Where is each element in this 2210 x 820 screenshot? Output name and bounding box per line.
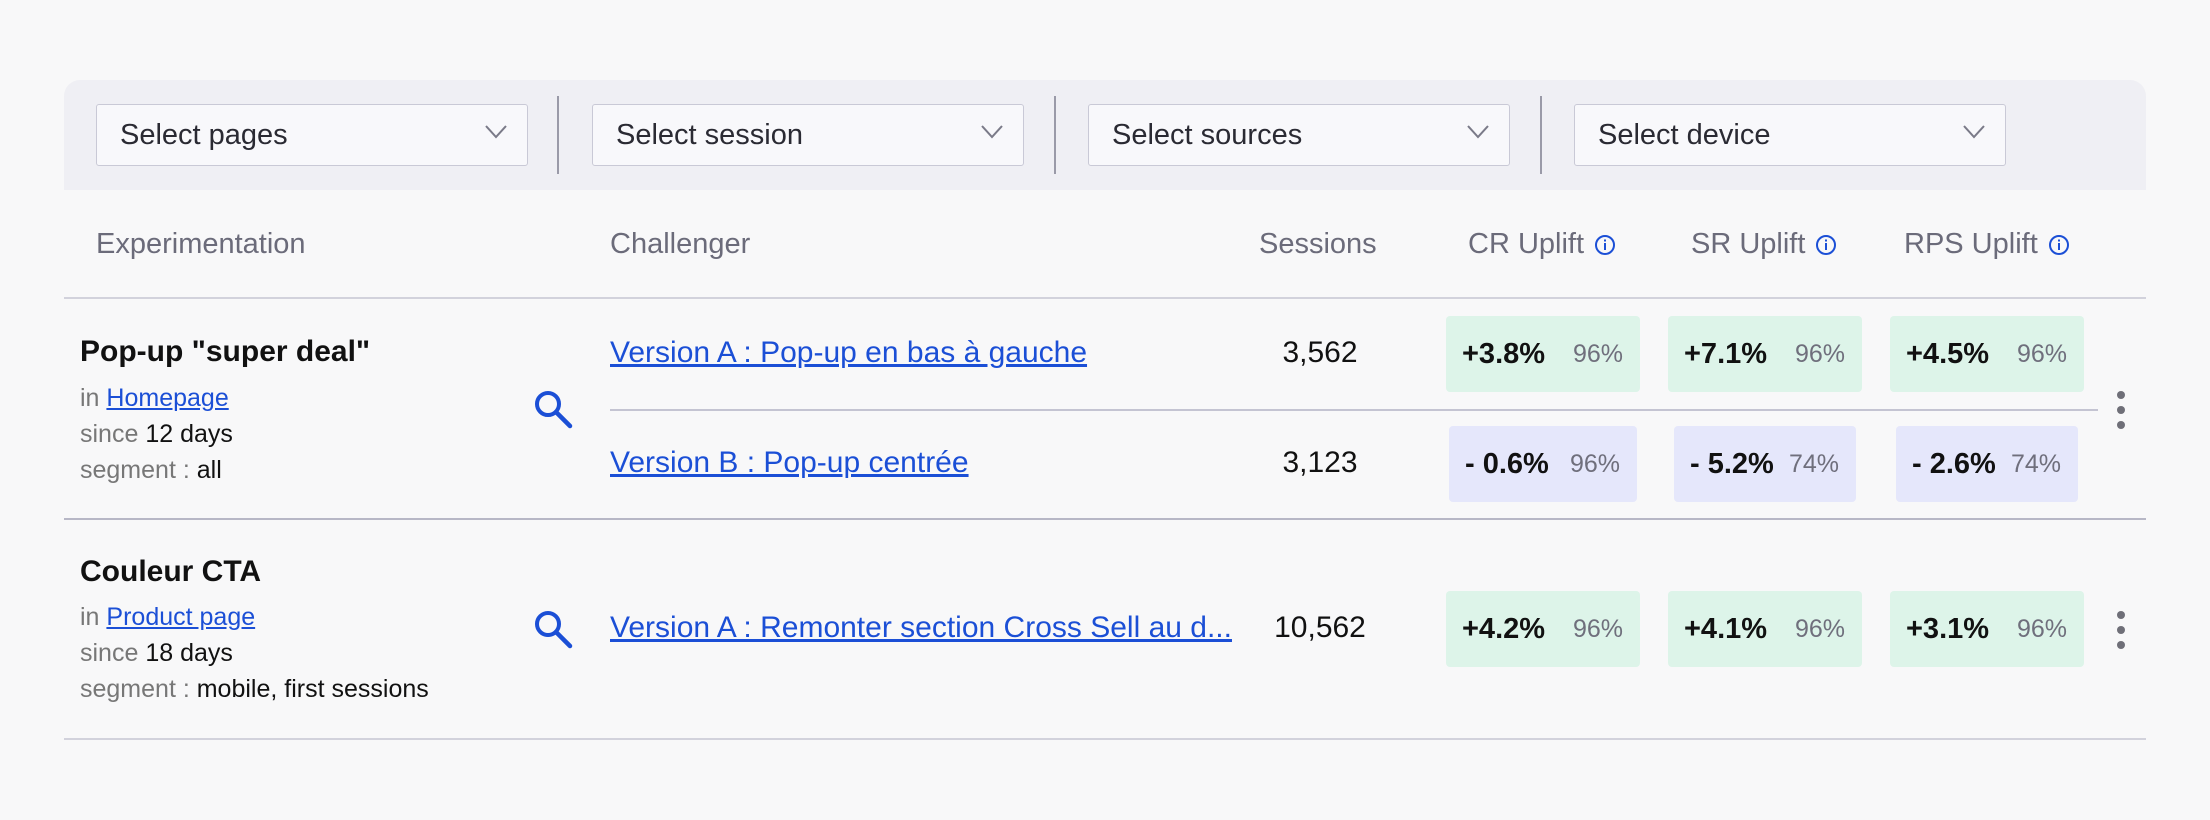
confidence-value: 96% (1572, 614, 1623, 643)
confidence-value: 96% (1794, 339, 1845, 368)
rps-uplift-badge: - 2.6% 74% (1896, 426, 2078, 502)
more-options-icon[interactable] (2116, 611, 2126, 649)
experiment-page-link[interactable]: Product page (106, 603, 256, 631)
info-icon[interactable] (1815, 234, 1837, 256)
segment-label: segment : (80, 456, 190, 484)
col-challenger: Challenger (610, 228, 751, 260)
col-rps-uplift: RPS Uplift (1904, 228, 2070, 261)
experiment-segment: segment : all (80, 456, 222, 485)
confidence-value: 96% (1794, 614, 1845, 643)
select-pages-label: Select pages (120, 118, 288, 151)
experiment-since: since 18 days (80, 639, 233, 668)
cr-uplift-badge: +3.8% 96% (1446, 316, 1640, 392)
sr-uplift-badge: +4.1% 96% (1668, 591, 1862, 667)
uplift-value: +4.5% (1906, 337, 1990, 370)
row-divider (64, 518, 2146, 520)
confidence-value: 74% (2010, 449, 2061, 478)
challenger-link[interactable]: Version B : Pop-up centrée (610, 446, 969, 479)
experiment-page-link[interactable]: Homepage (106, 384, 229, 412)
experiment-page: in Product page (80, 603, 255, 632)
col-rps-uplift-label: RPS Uplift (1904, 228, 2038, 260)
uplift-value: +3.1% (1906, 612, 1990, 645)
col-experimentation: Experimentation (96, 228, 306, 260)
col-cr-uplift-label: CR Uplift (1468, 228, 1585, 260)
select-device-dropdown[interactable]: Select device (1574, 104, 2006, 166)
chevron-down-icon (1467, 125, 1489, 139)
filter-divider (1054, 96, 1056, 174)
select-device-label: Select device (1598, 118, 1771, 151)
row-divider (64, 738, 2146, 740)
col-sr-uplift-label: SR Uplift (1691, 228, 1806, 260)
more-options-icon[interactable] (2116, 391, 2126, 429)
filter-divider (557, 96, 559, 174)
uplift-value: - 0.6% (1465, 447, 1549, 480)
col-cr-uplift: CR Uplift (1468, 228, 1616, 261)
search-icon[interactable] (533, 389, 573, 429)
uplift-value: - 2.6% (1912, 447, 1996, 480)
sr-uplift-badge: +7.1% 96% (1668, 316, 1862, 392)
chevron-down-icon (485, 125, 507, 139)
confidence-value: 96% (1572, 339, 1623, 368)
uplift-value: - 5.2% (1690, 447, 1774, 480)
chevron-down-icon (1963, 125, 1985, 139)
experiment-title: Couleur CTA (80, 555, 262, 588)
confidence-value: 96% (2016, 614, 2067, 643)
sr-uplift-badge: - 5.2% 74% (1674, 426, 1856, 502)
challenger-link[interactable]: Version A : Remonter section Cross Sell … (610, 611, 1232, 644)
challenger-link[interactable]: Version A : Pop-up en bas à gauche (610, 336, 1088, 369)
sessions-value: 3,562 (1282, 336, 1358, 369)
select-session-dropdown[interactable]: Select session (592, 104, 1024, 166)
uplift-value: +7.1% (1684, 337, 1768, 370)
experiment-since: since 12 days (80, 420, 233, 449)
select-pages-dropdown[interactable]: Select pages (96, 104, 528, 166)
sessions-value: 3,123 (1282, 446, 1358, 479)
select-sources-dropdown[interactable]: Select sources (1088, 104, 1510, 166)
since-value: 12 days (145, 420, 233, 448)
filter-bar: Select pages Select session Select sourc… (64, 80, 2146, 190)
since-value: 18 days (145, 639, 233, 667)
col-sessions: Sessions (1259, 228, 1377, 260)
header-divider (64, 297, 2146, 299)
experiment-segment: segment : mobile, first sessions (80, 675, 429, 704)
table-header: Experimentation Challenger Sessions CR U… (0, 190, 2210, 298)
rps-uplift-badge: +3.1% 96% (1890, 591, 2084, 667)
in-label: in (80, 603, 100, 631)
uplift-value: +3.8% (1462, 337, 1546, 370)
confidence-value: 96% (2016, 339, 2067, 368)
sessions-value: 10,562 (1274, 611, 1366, 644)
since-label: since (80, 639, 139, 667)
rps-uplift-badge: +4.5% 96% (1890, 316, 2084, 392)
uplift-value: +4.1% (1684, 612, 1768, 645)
select-sources-label: Select sources (1112, 118, 1303, 151)
experiment-page: in Homepage (80, 384, 229, 413)
in-label: in (80, 384, 100, 412)
segment-value: mobile, first sessions (196, 675, 429, 703)
variant-divider (610, 409, 2098, 411)
select-session-label: Select session (616, 118, 803, 151)
confidence-value: 96% (1569, 449, 1620, 478)
search-icon[interactable] (533, 609, 573, 649)
segment-value: all (196, 456, 222, 484)
experiment-title: Pop-up "super deal" (80, 335, 371, 368)
info-icon[interactable] (1594, 234, 1616, 256)
info-icon[interactable] (2048, 234, 2070, 256)
since-label: since (80, 420, 139, 448)
cr-uplift-badge: +4.2% 96% (1446, 591, 1640, 667)
cr-uplift-badge: - 0.6% 96% (1449, 426, 1637, 502)
confidence-value: 74% (1788, 449, 1839, 478)
chevron-down-icon (981, 125, 1003, 139)
segment-label: segment : (80, 675, 190, 703)
uplift-value: +4.2% (1462, 612, 1546, 645)
filter-divider (1540, 96, 1542, 174)
col-sr-uplift: SR Uplift (1691, 228, 1837, 261)
